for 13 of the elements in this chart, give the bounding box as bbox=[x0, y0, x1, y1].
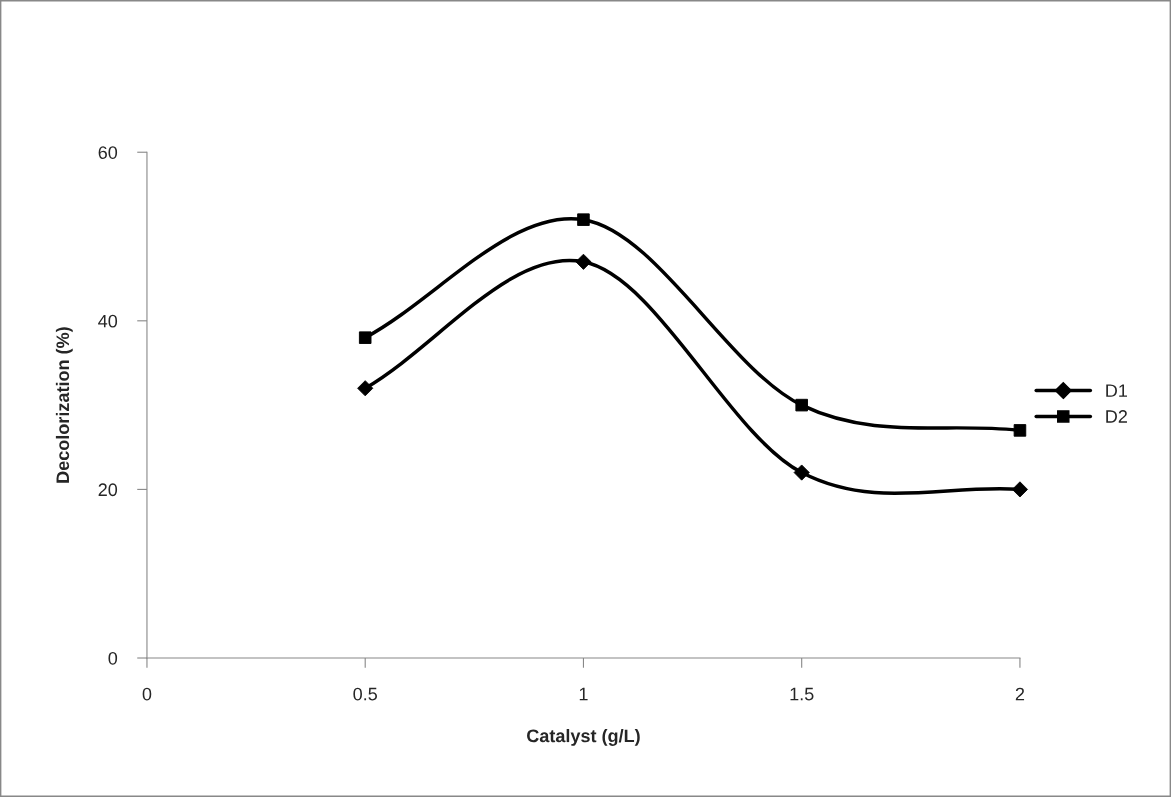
x-tick-label: 0 bbox=[142, 687, 152, 701]
x-tick-label: 2 bbox=[1015, 687, 1025, 701]
y-tick-label: 0 bbox=[108, 651, 118, 665]
y-axis-title: Decolorization (%) bbox=[55, 327, 73, 483]
x-axis-title: Catalyst (g/L) bbox=[527, 729, 640, 746]
x-tick-label: 1 bbox=[579, 687, 588, 701]
y-tick-label: 60 bbox=[98, 146, 118, 159]
y-tick-label: 40 bbox=[98, 314, 118, 328]
legend-label: D2 bbox=[1106, 410, 1127, 423]
x-tick-label: 1.5 bbox=[790, 687, 814, 701]
x-tick-label: 0.5 bbox=[353, 687, 377, 701]
legend-label: D1 bbox=[1106, 384, 1127, 397]
y-tick-label: 20 bbox=[98, 483, 118, 497]
